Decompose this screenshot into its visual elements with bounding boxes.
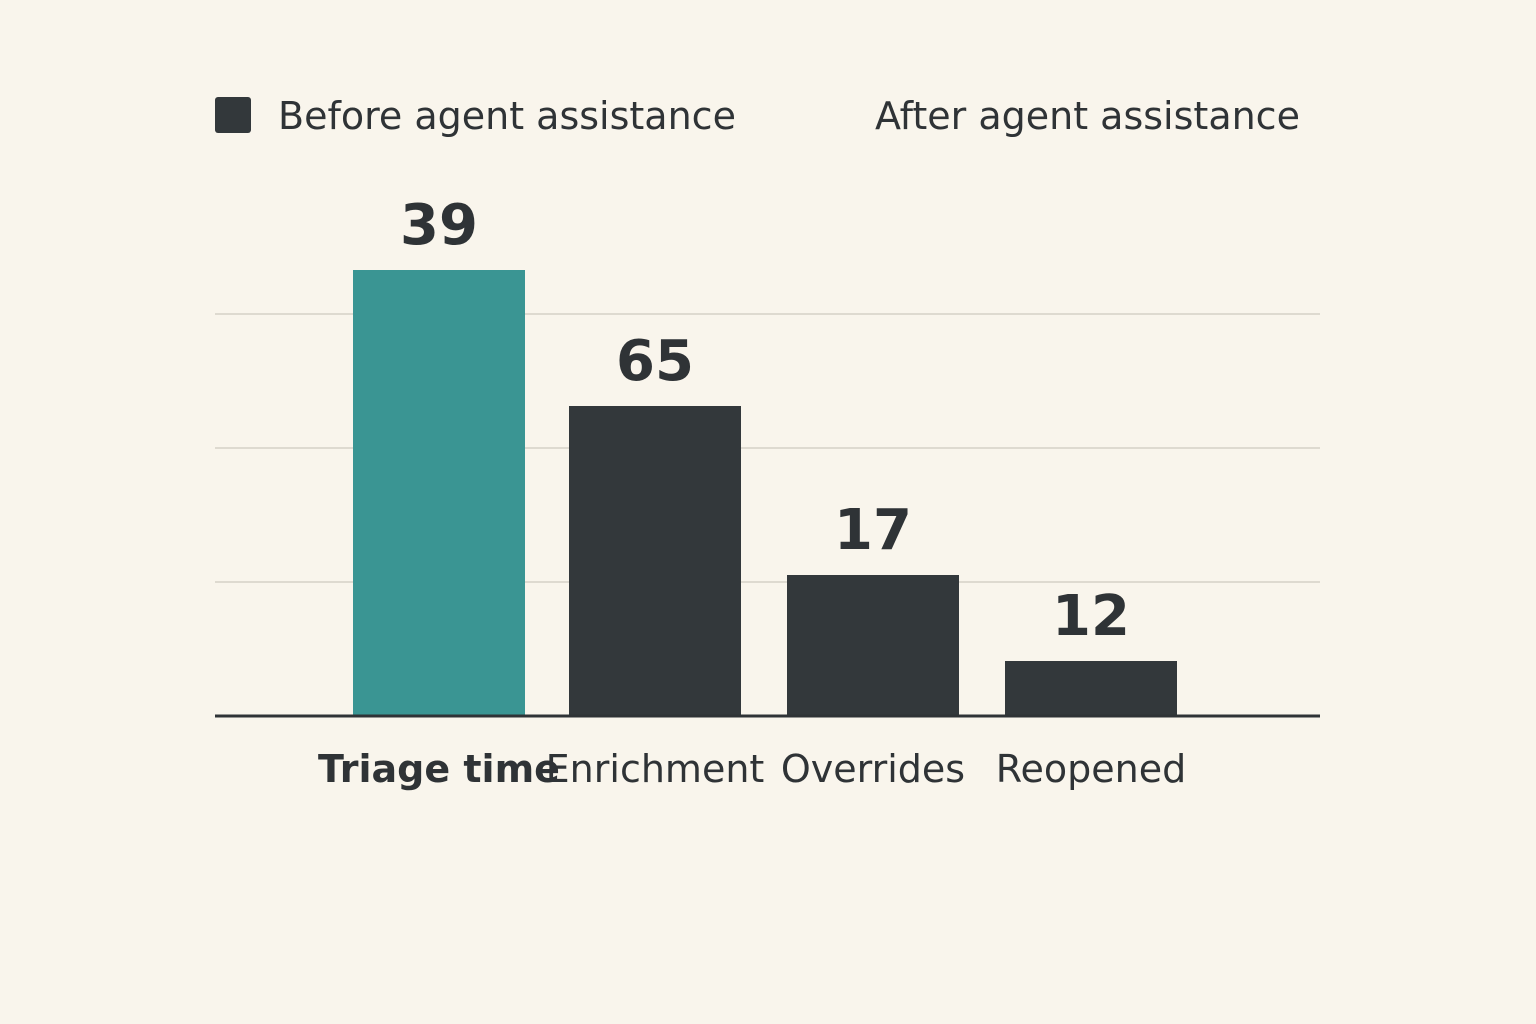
value-label-reopened: 12 xyxy=(1052,584,1130,649)
legend-label-after: After agent assistance xyxy=(875,94,1300,138)
value-labels: 39 65 17 12 xyxy=(400,193,1130,649)
bar-reopened xyxy=(1005,661,1177,716)
bar-overrides xyxy=(787,575,959,716)
value-label-enrichment: 65 xyxy=(616,329,694,394)
legend: Before agent assistance After agent assis… xyxy=(215,94,1300,138)
bar-triage-time xyxy=(353,270,525,716)
value-label-triage-time: 39 xyxy=(400,193,478,258)
category-label-reopened: Reopened xyxy=(996,747,1186,791)
bar-enrichment xyxy=(569,406,741,716)
legend-label-before: Before agent assistance xyxy=(278,94,736,138)
category-label-enrichment: Enrichment xyxy=(546,747,765,791)
category-label-triage-time: Triage time xyxy=(318,747,560,791)
value-label-overrides: 17 xyxy=(834,498,912,563)
bars xyxy=(353,270,1177,716)
legend-swatch-before xyxy=(215,97,251,133)
category-label-overrides: Overrides xyxy=(781,747,965,791)
